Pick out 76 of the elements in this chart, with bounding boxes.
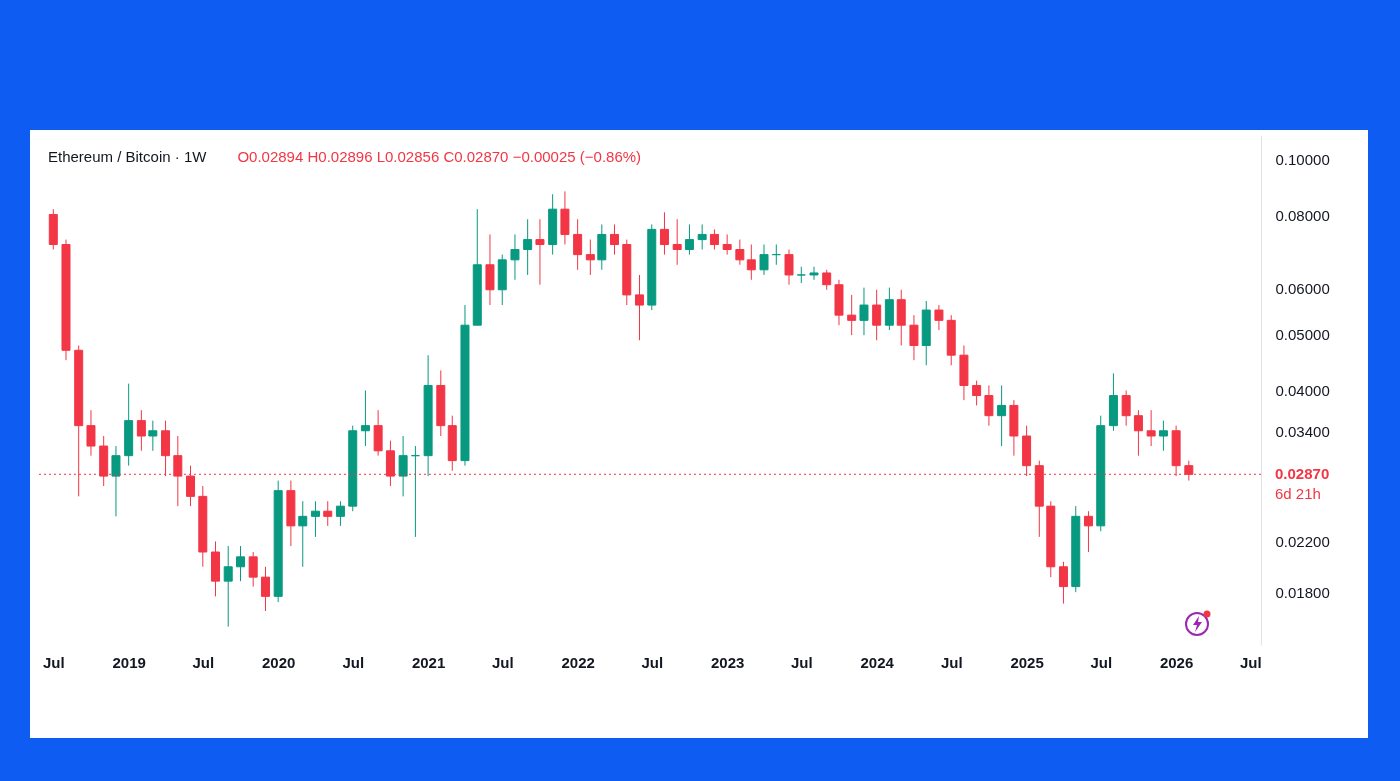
candlestick (972, 380, 982, 406)
candlestick (398, 435, 408, 497)
x-tick-label: Jul (1239, 653, 1262, 671)
y-tick-label: 0.08000 (1275, 206, 1330, 224)
candlestick (335, 500, 345, 527)
candlestick (510, 233, 520, 281)
candlestick (248, 551, 258, 588)
y-tick-label: 0.10000 (1275, 150, 1330, 168)
y-tick-label: 0.03400 (1275, 423, 1330, 441)
x-tick-label: 2022 (561, 653, 595, 671)
candlestick (746, 244, 756, 281)
candlestick (984, 384, 994, 427)
candlestick (111, 445, 121, 517)
candlestick (709, 228, 719, 251)
text: 6d 21h (1275, 485, 1321, 503)
candlestick (934, 304, 944, 331)
candlestick (610, 223, 619, 256)
candlestick (86, 409, 96, 457)
x-tick-label: Jul (790, 653, 813, 671)
x-tick-label: 2021 (411, 653, 446, 671)
candlestick (759, 244, 769, 276)
x-tick-label: Jul (342, 653, 365, 671)
candlestick (1083, 510, 1093, 553)
candlestick (659, 211, 669, 256)
y-tick-label: 0.06000 (1275, 279, 1330, 297)
candlestick (585, 239, 595, 276)
candlestick (523, 218, 533, 276)
candlestick (784, 249, 794, 286)
ref-line-label: 0.02870 (1275, 465, 1330, 483)
candlestick (1121, 389, 1131, 427)
x-tick-label: Jul (42, 653, 65, 671)
candlestick (323, 500, 333, 527)
x-tick-label: 2023 (710, 653, 745, 671)
x-tick-label: 2025 (1010, 653, 1044, 671)
candlestick (310, 500, 320, 538)
candlestick (722, 233, 732, 256)
x-tick-label: 2024 (860, 653, 895, 671)
x-tick-label: Jul (940, 653, 963, 671)
candlestick (236, 545, 245, 582)
x-tick-label: 2026 (1159, 653, 1194, 671)
candlestick (872, 289, 882, 341)
candlestick (1158, 420, 1168, 452)
y-tick-label: 0.04000 (1275, 381, 1330, 399)
candlestick (260, 566, 270, 612)
candlestick (148, 420, 158, 452)
candlestick (223, 545, 233, 628)
candlestick (847, 294, 857, 336)
candlestick (735, 239, 745, 266)
candlestick (997, 384, 1007, 447)
y-tick-label: 0.02200 (1275, 532, 1330, 550)
candlestick (909, 314, 919, 361)
candlestick (573, 218, 583, 271)
text: Ethereum / Bitcoin · 1W (48, 148, 208, 165)
candlestick (809, 266, 819, 281)
candlestick (136, 409, 146, 452)
x-tick-label: Jul (192, 653, 215, 671)
candlestick (1133, 409, 1143, 457)
candlestick (298, 500, 308, 568)
candlestick (360, 389, 370, 447)
y-tick-label: 0.01800 (1275, 583, 1330, 601)
candlestick (859, 287, 869, 336)
x-tick-label: 2020 (262, 653, 296, 671)
x-tick-label: 2019 (112, 653, 146, 671)
x-tick-label: Jul (491, 653, 514, 671)
x-tick-label: Jul (1090, 653, 1113, 671)
x-tick-label: Jul (641, 653, 664, 671)
candlestick (822, 269, 832, 291)
candlestick (634, 274, 644, 341)
candlestick (535, 218, 545, 286)
text: O0.02894 H0.02896 L0.02856 C0.02870 −0.00025 (−0.86%) (237, 148, 642, 165)
candlestick (684, 223, 694, 256)
y-tick-label: 0.05000 (1275, 325, 1330, 343)
candlestick (1146, 409, 1156, 447)
candlestick (697, 223, 707, 251)
candlestick (672, 218, 682, 266)
candlestick (1058, 561, 1068, 605)
